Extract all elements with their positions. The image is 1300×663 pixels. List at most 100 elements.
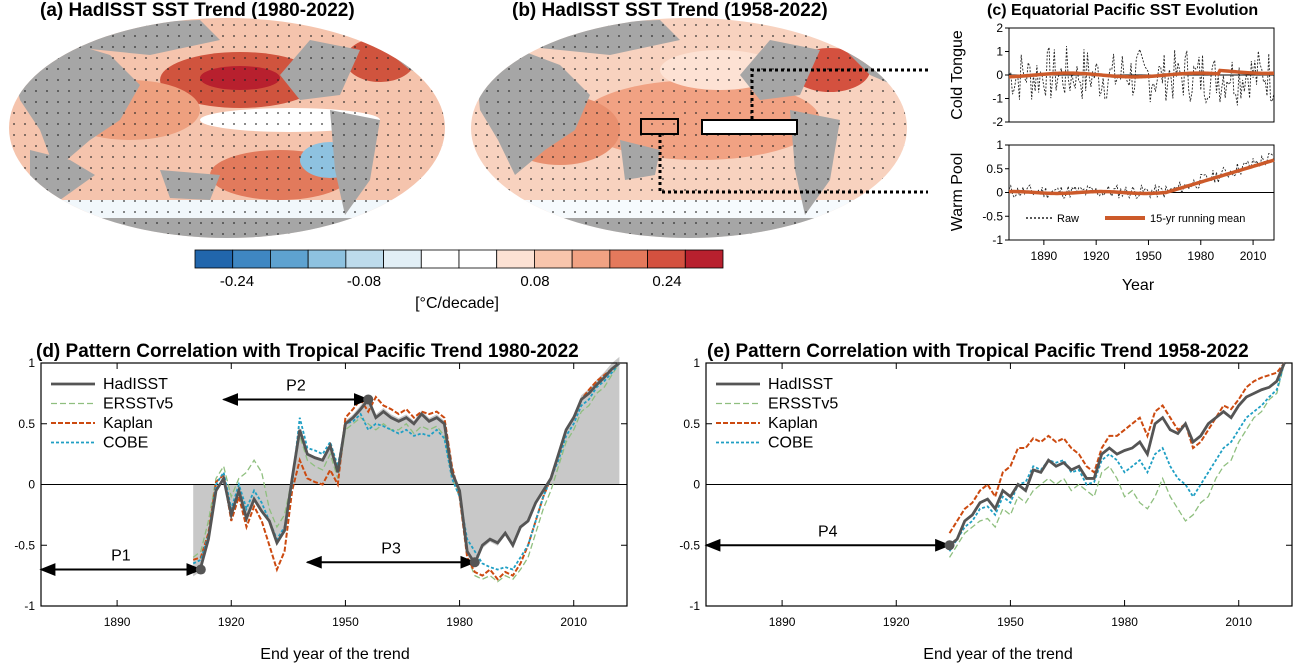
cold-tongue-ytick-label: 0 [996, 68, 1003, 82]
warm-pool-connector [658, 134, 928, 194]
panel-c-top-ylabel: Cold Tongue [949, 30, 966, 120]
legend-label-kaplan: Kaplan [768, 415, 818, 432]
panel-c-xtick-label: 2010 [1240, 249, 1267, 263]
annotation-dot [469, 557, 480, 568]
panel-c-ticks: 2 1 0 -1 -2 1 0.5 0 -0.5 -1 1890 1920 1950 1980 2010 [982, 21, 1266, 263]
panel-d-xlabel: End year of the trend [260, 646, 409, 663]
annotation-label: P1 [111, 548, 131, 565]
legend-label-hadisst: HadISST [103, 376, 168, 393]
colorbar-swatch [684, 249, 724, 269]
panel-e-title: (e) Pattern Correlation with Tropical Pa… [707, 341, 1249, 362]
xtick-label: 1980 [1111, 615, 1138, 629]
panel-c-xlabel: Year [1122, 277, 1155, 294]
panel-e-plot: -1 -0.5 0 0.5 1 1890 1920 1950 1980 2010 HadISST ER… [679, 356, 1293, 629]
colorbar-swatch [307, 249, 347, 269]
cold-tongue-ytick-label: 1 [996, 45, 1003, 59]
colorbar-swatch [647, 249, 686, 269]
colorbar-tick-label: -0.24 [220, 273, 254, 290]
annotation-dot [944, 540, 955, 551]
xtick-label: 1920 [883, 615, 910, 629]
legend-raw-label: Raw [1057, 213, 1079, 225]
legend-label-ersstv5: ERSSTv5 [103, 396, 173, 413]
panel-c-bottom-ylabel: Warm Pool [949, 153, 966, 232]
series-ersstv5 [948, 362, 1286, 558]
ytick-label: 1 [693, 356, 700, 370]
cold-tongue-raw-series [1008, 46, 1275, 106]
colorbar-swatch [534, 249, 573, 269]
legend-label-hadisst: HadISST [768, 376, 833, 393]
ytick-label: -1 [24, 599, 35, 613]
ytick-label: -0.5 [679, 538, 700, 552]
warm-pool-ytick-label: -0.5 [982, 209, 1003, 223]
hadisst-range-shading [193, 356, 620, 577]
map-a-title: (a) HadISST SST Trend (1980-2022) [40, 0, 355, 21]
map-b [471, 18, 907, 238]
xtick-label: 2010 [1225, 615, 1252, 629]
xtick-label: 2010 [560, 615, 587, 629]
ytick-label: 0 [693, 478, 700, 492]
panel-c-xtick-label: 1920 [1083, 249, 1110, 263]
legend-label-cobe: COBE [103, 435, 148, 452]
annotation-dot [195, 564, 206, 575]
ytick-label: -0.5 [14, 538, 35, 552]
warm-pool-ytick-label: 0 [996, 186, 1003, 200]
colorbar-swatch [609, 249, 648, 269]
series-ersstv5 [192, 362, 620, 583]
xtick-label: 1890 [769, 615, 796, 629]
xtick-label: 1980 [446, 615, 473, 629]
warm-pool-ytick-label: -1 [992, 233, 1003, 247]
colorbar-unit: [°C/decade] [415, 295, 499, 312]
warm-pool-ytick-label: 0.5 [986, 162, 1003, 176]
panel-d-title: (d) Pattern Correlation with Tropical Pa… [36, 341, 579, 362]
ytick-label: -1 [689, 599, 700, 613]
panel-c-plots [1008, 27, 1275, 241]
ytick-label: 0.5 [683, 417, 700, 431]
panel-c-xtick-label: 1890 [1031, 249, 1058, 263]
colorbar-swatch [232, 249, 271, 269]
cold-tongue-ytick-label: -2 [992, 115, 1003, 129]
ytick-label: 1 [28, 356, 35, 370]
colorbar-swatch [458, 249, 498, 269]
cold-tongue-ytick-label: -1 [992, 92, 1003, 106]
series-hadisst [192, 361, 621, 574]
legend-label-kaplan: Kaplan [103, 415, 153, 432]
annotation-label: P2 [286, 377, 306, 394]
colorbar-tick-label: 0.24 [652, 273, 681, 290]
warm-pool-running-series [1008, 158, 1275, 196]
legend-running-label: 15-yr running mean [1150, 213, 1245, 225]
map-a [9, 18, 445, 238]
series-hadisst [948, 362, 1286, 547]
panel-c-title: (c) Equatorial Pacific SST Evolution [987, 2, 1258, 19]
panel-e-xlabel: End year of the trend [923, 646, 1072, 663]
xtick-label: 1920 [218, 615, 245, 629]
annotation-dot [363, 394, 374, 405]
series-cobe [948, 362, 1286, 552]
colorbar-swatch [270, 249, 309, 269]
colorbar [194, 249, 724, 269]
colorbar-tick-label: 0.08 [520, 273, 549, 290]
panel-d-plot: -1 -0.5 0 0.5 1 1890 1920 1950 1980 2010 HadISST ER… [14, 356, 628, 629]
ytick-label: 0 [28, 478, 35, 492]
ytick-label: 0.5 [18, 417, 35, 431]
warm-pool-raw-series [1008, 152, 1275, 200]
colorbar-swatch [383, 249, 422, 269]
cold-tongue-ytick-label: 2 [996, 21, 1003, 35]
annotation-label: P3 [381, 540, 401, 557]
colorbar-swatch [496, 249, 535, 269]
colorbar-swatch [345, 249, 384, 269]
warm-pool-ytick-label: 1 [996, 138, 1003, 152]
cold-tongue-connector [750, 68, 928, 119]
colorbar-swatch [420, 249, 460, 269]
map-b-title: (b) HadISST SST Trend (1958-2022) [512, 0, 828, 21]
annotation-label: P4 [818, 523, 838, 540]
xtick-label: 1890 [104, 615, 131, 629]
legend-label-ersstv5: ERSSTv5 [768, 396, 838, 413]
colorbar-swatch [571, 249, 611, 269]
cold-tongue-box [701, 119, 798, 135]
colorbar-swatch [194, 249, 234, 269]
panel-c-xtick-label: 1950 [1135, 249, 1162, 263]
xtick-label: 1950 [997, 615, 1024, 629]
series-kaplan [948, 362, 1286, 534]
colorbar-tick-label: -0.08 [347, 273, 381, 290]
